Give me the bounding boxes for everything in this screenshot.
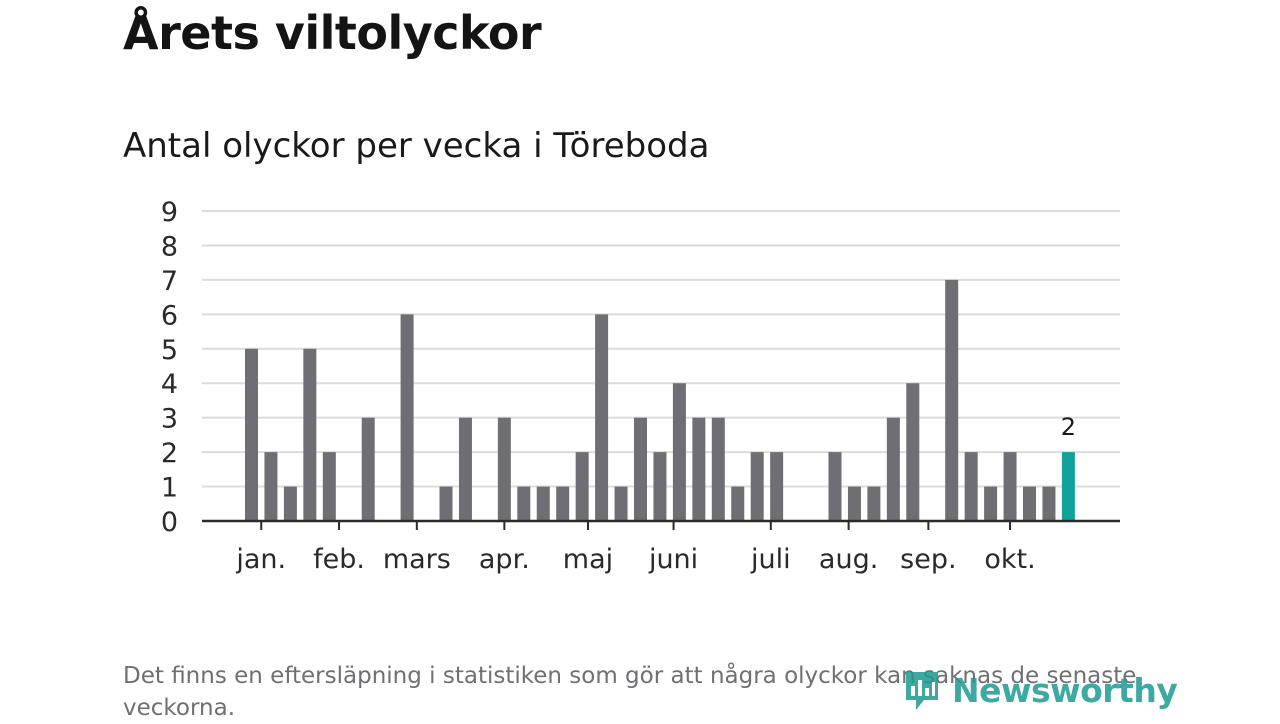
brand-logo[interactable]: Newsworthy	[902, 668, 1178, 712]
month-label: mars	[383, 544, 451, 575]
bar[interactable]	[497, 417, 511, 521]
bar[interactable]	[1003, 452, 1017, 521]
bar[interactable]	[1023, 486, 1036, 521]
bar[interactable]	[439, 486, 453, 521]
bar[interactable]	[245, 348, 258, 521]
highlight-value-label: 2	[1061, 413, 1076, 441]
month-label: jan.	[235, 544, 286, 575]
bar[interactable]	[945, 279, 959, 521]
bar[interactable]	[614, 486, 628, 521]
bar[interactable]	[361, 417, 375, 521]
bar[interactable]	[886, 417, 900, 521]
y-tick-label: 8	[161, 231, 178, 262]
footnote: Det finns en eftersläpning i statistiken…	[123, 663, 1137, 721]
bar[interactable]	[575, 452, 589, 521]
bar[interactable]	[283, 486, 297, 521]
y-tick-label: 5	[161, 335, 178, 366]
bar[interactable]	[750, 452, 764, 521]
bar[interactable]	[634, 417, 647, 521]
bar[interactable]	[322, 452, 336, 521]
month-label: maj	[563, 544, 613, 575]
bar[interactable]	[458, 417, 472, 521]
month-label: feb.	[313, 544, 365, 575]
bar[interactable]	[906, 383, 920, 521]
y-tick-label: 6	[161, 300, 178, 331]
newsworthy-logo-icon	[906, 672, 938, 710]
y-tick-label: 7	[161, 266, 178, 297]
month-label: aug.	[819, 544, 878, 575]
bar[interactable]	[847, 486, 861, 521]
chart-subtitle: Antal olyckor per vecka i Töreboda	[123, 126, 710, 166]
bar[interactable]	[653, 452, 667, 521]
bar[interactable]	[692, 417, 706, 521]
bar[interactable]	[400, 314, 414, 521]
y-tick-label: 4	[161, 369, 178, 400]
chart-title: Årets viltolyckor	[123, 6, 542, 60]
y-tick-label: 0	[161, 507, 178, 538]
brand-name: Newsworthy	[952, 670, 1178, 710]
x-axis	[202, 519, 1120, 530]
bar[interactable]	[711, 417, 725, 521]
grid-lines	[202, 210, 1120, 488]
bar[interactable]	[517, 486, 531, 521]
bar[interactable]	[770, 452, 784, 521]
bar[interactable]	[1042, 486, 1056, 521]
bar[interactable]	[672, 383, 686, 521]
y-tick-label: 9	[161, 197, 178, 228]
bar[interactable]	[595, 314, 609, 521]
bar[interactable]	[964, 452, 978, 521]
bar[interactable]	[984, 486, 998, 521]
bar[interactable]	[556, 486, 570, 521]
bars	[245, 279, 1075, 521]
bar-highlight[interactable]	[1061, 452, 1075, 521]
month-label: sep.	[900, 544, 956, 575]
month-label: juni	[648, 544, 698, 575]
y-tick-label: 2	[161, 438, 178, 469]
month-label: juli	[750, 544, 791, 575]
bar[interactable]	[264, 452, 278, 521]
bar[interactable]	[867, 486, 881, 521]
bar[interactable]	[536, 486, 550, 521]
month-label: apr.	[479, 544, 530, 575]
y-tick-label: 3	[161, 404, 178, 435]
y-tick-label: 1	[161, 473, 178, 504]
bar[interactable]	[303, 348, 317, 521]
month-label: okt.	[984, 544, 1035, 575]
bar[interactable]	[828, 452, 842, 521]
bar[interactable]	[731, 486, 745, 521]
